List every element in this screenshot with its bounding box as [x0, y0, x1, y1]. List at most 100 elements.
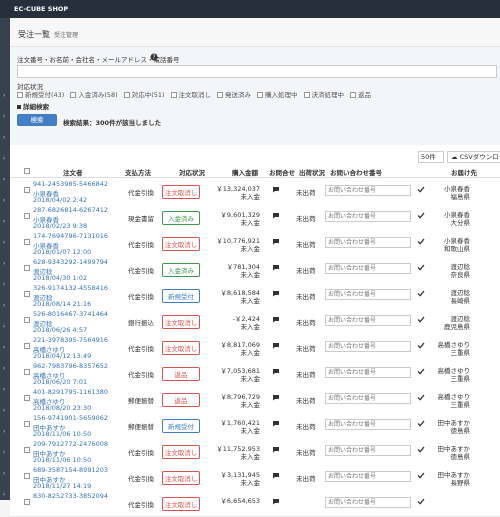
tracking-input[interactable]: お問い合わせ番号: [325, 185, 411, 196]
status-option[interactable]: 発送済み: [217, 89, 251, 99]
shop-name[interactable]: EC-CUBE SHOP: [14, 5, 69, 13]
detail-search[interactable]: 詳細検索: [17, 101, 49, 111]
save-check[interactable]: [417, 264, 425, 273]
checkbox[interactable]: [24, 291, 30, 297]
save-check[interactable]: [417, 212, 425, 221]
nav-arrow[interactable]: ›: [3, 323, 6, 330]
chat-bubble[interactable]: [272, 472, 280, 479]
tracking-input[interactable]: お問い合わせ番号: [325, 367, 411, 378]
detail-search-text[interactable]: 詳細検索: [23, 103, 49, 111]
order-number[interactable]: 689-3587154-8991203: [33, 466, 108, 474]
inquiry-icon[interactable]: [272, 316, 280, 325]
check-icon[interactable]: [417, 394, 425, 401]
order-number[interactable]: 156-9741901-5659062: [33, 414, 108, 422]
inquiry-icon[interactable]: [272, 186, 280, 195]
tracking-input[interactable]: お問い合わせ番号: [325, 419, 411, 430]
status-option[interactable]: 新規受付(43): [17, 89, 64, 99]
customer-name[interactable]: 高橋さゆり: [33, 398, 66, 406]
nav-arrow[interactable]: ›: [3, 239, 6, 246]
order-date[interactable]: 2018/04/02 2:42: [33, 196, 88, 204]
save-check[interactable]: [417, 446, 425, 455]
checkbox[interactable]: [217, 92, 224, 98]
customer-name[interactable]: 小泉春香: [33, 216, 59, 224]
save-check[interactable]: [417, 186, 425, 195]
inquiry-icon[interactable]: [272, 238, 280, 247]
tracking-input[interactable]: お問い合わせ番号: [325, 315, 411, 326]
checkbox[interactable]: [24, 168, 30, 174]
tracking-input[interactable]: お問い合わせ番号: [325, 341, 411, 352]
check-icon[interactable]: [417, 238, 425, 245]
inquiry-icon[interactable]: [272, 472, 280, 481]
check-icon[interactable]: [417, 368, 425, 375]
checkbox[interactable]: [303, 92, 310, 98]
status-option[interactable]: 決済処理中: [303, 89, 344, 99]
status-text[interactable]: 購入処理中: [265, 91, 298, 99]
checkbox[interactable]: [350, 92, 357, 98]
search-button-text[interactable]: 検索: [30, 116, 44, 124]
order-date[interactable]: 2018/11/06 10:50: [33, 430, 92, 438]
nav-arrow[interactable]: ›: [3, 218, 6, 225]
save-check[interactable]: [417, 290, 425, 299]
checkbox[interactable]: [24, 317, 30, 323]
checkbox[interactable]: [257, 92, 264, 98]
tracking-input[interactable]: お問い合わせ番号: [325, 211, 411, 222]
tracking-input[interactable]: お問い合わせ番号: [325, 445, 411, 456]
chat-bubble[interactable]: [272, 316, 280, 323]
nav-arrow[interactable]: ›: [3, 92, 6, 99]
chat-bubble[interactable]: [272, 446, 280, 453]
customer-name[interactable]: 小泉春香: [33, 190, 59, 198]
per-page-select[interactable]: 50件: [418, 151, 444, 163]
inquiry-icon[interactable]: [272, 342, 280, 351]
tracking-input[interactable]: お問い合わせ番号: [325, 263, 411, 274]
check-icon[interactable]: [417, 290, 425, 297]
inquiry-icon[interactable]: [272, 498, 280, 507]
status-option[interactable]: 入金済み(58): [70, 89, 118, 99]
nav-arrow[interactable]: ›: [3, 470, 6, 477]
order-number[interactable]: 962-7983796-8357652: [33, 362, 108, 370]
checkbox[interactable]: [17, 92, 23, 98]
check-icon[interactable]: [417, 498, 425, 505]
order-number[interactable]: 209-7912772-2476008: [33, 440, 108, 448]
chat-bubble[interactable]: [272, 498, 280, 505]
nav-arrow[interactable]: ›: [3, 344, 6, 351]
inquiry-icon[interactable]: [272, 446, 280, 455]
check-icon[interactable]: [417, 212, 425, 219]
order-date[interactable]: 2018/11/06 10:50: [33, 456, 92, 464]
tracking-input[interactable]: お問い合わせ番号: [325, 237, 411, 248]
customer-name[interactable]: 渡辺稔: [33, 268, 53, 276]
status-option[interactable]: 返品: [350, 89, 371, 99]
checkbox[interactable]: [24, 473, 30, 479]
check-icon[interactable]: [417, 264, 425, 271]
inquiry-icon[interactable]: [272, 264, 280, 273]
order-date[interactable]: 2018/01/07 12:00: [33, 248, 92, 256]
inquiry-icon[interactable]: [272, 290, 280, 299]
status-option[interactable]: 注文取消し: [170, 89, 212, 99]
nav-arrow[interactable]: ›: [3, 407, 6, 414]
order-number[interactable]: 221-3978395-7564916: [33, 336, 108, 344]
order-date[interactable]: 2018/02/23 9:38: [33, 222, 88, 230]
status-text[interactable]: 注文取消し: [178, 91, 212, 99]
save-check[interactable]: [417, 368, 425, 377]
nav-arrow[interactable]: ›: [3, 449, 6, 456]
save-check[interactable]: [417, 316, 425, 325]
order-number[interactable]: 174-7694796-7131016: [33, 232, 108, 240]
status-text[interactable]: 対応中(51): [131, 91, 165, 99]
check-icon[interactable]: [417, 342, 425, 349]
order-number[interactable]: 326-9174132-4558416: [33, 284, 108, 292]
status-text[interactable]: 入金済み(58): [78, 91, 118, 99]
chat-bubble[interactable]: [272, 368, 280, 375]
chat-bubble[interactable]: [272, 420, 280, 427]
nav-arrow[interactable]: ›: [3, 302, 6, 309]
csv-text[interactable]: CSVダウンロード: [459, 153, 500, 161]
checkbox[interactable]: [24, 213, 30, 219]
inquiry-icon[interactable]: [272, 212, 280, 221]
order-date[interactable]: 2018/04/12 13:49: [33, 352, 92, 360]
order-number[interactable]: 941-2453985-5466842: [33, 180, 108, 188]
checkbox[interactable]: [24, 343, 30, 349]
chat-bubble[interactable]: [272, 342, 280, 349]
customer-name[interactable]: 田中あすか: [33, 476, 66, 484]
customer-name[interactable]: 田中あすか: [33, 450, 66, 458]
check-icon[interactable]: [417, 316, 425, 323]
nav-arrow[interactable]: ›: [3, 197, 6, 204]
order-date[interactable]: 2018/08/20 23:30: [33, 404, 92, 412]
